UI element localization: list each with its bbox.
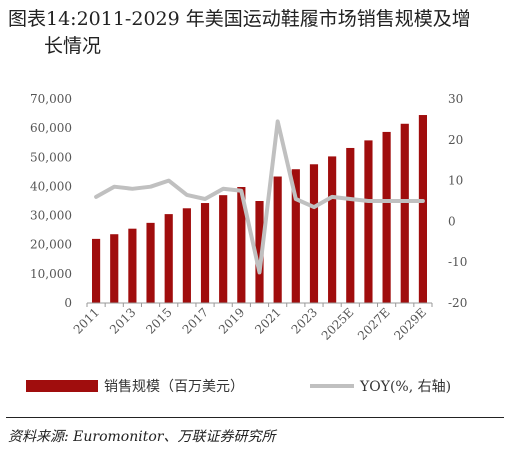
yoy-point (131, 187, 134, 190)
yoy-point (149, 185, 152, 188)
bar (418, 115, 428, 304)
bar (382, 131, 391, 303)
yoy-point (113, 185, 116, 188)
x-tick-label: 2017 (180, 305, 211, 336)
legend-sales-label: 销售规模（百万美元） (104, 379, 244, 395)
x-tick-label: 2023 (289, 305, 320, 336)
left-tick-label: 60,000 (30, 121, 72, 135)
right-tick-label: 20 (448, 133, 463, 147)
yoy-point (331, 195, 334, 198)
bar (291, 169, 300, 303)
right-tick-label: 0 (448, 214, 456, 228)
bar (164, 214, 173, 303)
bar (309, 164, 319, 303)
yoy-line-series (94, 119, 425, 275)
left-tick-label: 30,000 (30, 209, 72, 223)
bar (273, 176, 282, 303)
yoy-point (312, 206, 315, 209)
yoy-point (421, 200, 424, 202)
legend-item-yoy: YOY(%, 右轴) (310, 376, 451, 396)
yoy-point (403, 200, 406, 202)
source-note: 资料来源: Euromonitor、万联证券研究所 (8, 429, 276, 445)
yoy-point (367, 200, 370, 202)
yoy-point (385, 200, 388, 202)
left-tick-label: 50,000 (30, 150, 72, 164)
yoy-point (167, 179, 170, 182)
yoy-point (204, 197, 207, 200)
x-tick-label: 2011 (71, 305, 102, 336)
x-tick-label: 2021 (252, 305, 283, 336)
yoy-point (294, 197, 297, 200)
right-tick-label: -20 (448, 296, 467, 310)
left-tick-label: 0 (64, 296, 72, 310)
yoy-point (222, 187, 225, 190)
left-tick-label: 40,000 (30, 179, 72, 193)
bar (346, 147, 355, 303)
right-tick-label: 10 (448, 174, 463, 188)
bar (219, 195, 228, 303)
left-tick-label: 70,000 (30, 92, 72, 106)
bar (146, 222, 155, 303)
legend-line-swatch (310, 384, 354, 388)
yoy-point (258, 271, 261, 274)
x-tick-label: 2013 (107, 305, 138, 336)
left-axis: 0 10,000 20,000 30,000 40,000 50,000 60,000 70,… (30, 92, 72, 310)
legend-yoy-label: YOY(%, 右轴) (360, 379, 452, 395)
left-tick-label: 20,000 (30, 238, 72, 252)
legend-item-sales: 销售规模（百万美元） (26, 376, 244, 396)
bar (328, 156, 337, 303)
bar (110, 234, 119, 303)
right-tick-label: -10 (448, 255, 467, 269)
bar (200, 203, 210, 303)
yoy-point (276, 120, 279, 123)
x-tick-labels: 2011 2013 2015 2017 2019 2021 20232025E2027E20… (71, 305, 429, 343)
yoy-point (95, 195, 98, 198)
bar (91, 238, 101, 303)
bar-series (91, 115, 428, 304)
title-line-1: 图表14:2011-2029 年美国运动鞋履市场销售规模及增 (8, 8, 471, 30)
chart-title: 图表14:2011-2029 年美国运动鞋履市场销售规模及增 长情况 (8, 6, 504, 60)
yoy-point (349, 197, 352, 200)
x-tick-label: 2029E (391, 305, 429, 343)
bar (182, 208, 191, 303)
combo-chart: 0 10,000 20,000 30,000 40,000 50,000 60,000 70,… (30, 92, 467, 343)
legend: 销售规模（百万美元） YOY(%, 右轴) (26, 376, 496, 398)
bar (237, 187, 246, 303)
left-tick-label: 10,000 (30, 267, 72, 281)
bar (400, 123, 409, 304)
bar (128, 228, 137, 303)
right-tick-label: 30 (448, 92, 463, 106)
bar (255, 201, 264, 303)
x-tick-label: 2019 (216, 305, 247, 336)
yoy-point (240, 189, 243, 192)
x-axis (86, 302, 433, 307)
x-tick-label: 2025E (319, 305, 357, 343)
right-axis: -20 -10 0 10 20 30 (448, 92, 467, 310)
legend-bar-swatch (26, 380, 98, 392)
bar (364, 140, 373, 303)
divider-line (6, 417, 504, 418)
title-line-2: 长情况 (44, 35, 102, 57)
yoy-point (185, 193, 188, 196)
x-tick-label: 2015 (143, 305, 174, 336)
x-tick-label: 2027E (355, 305, 393, 343)
